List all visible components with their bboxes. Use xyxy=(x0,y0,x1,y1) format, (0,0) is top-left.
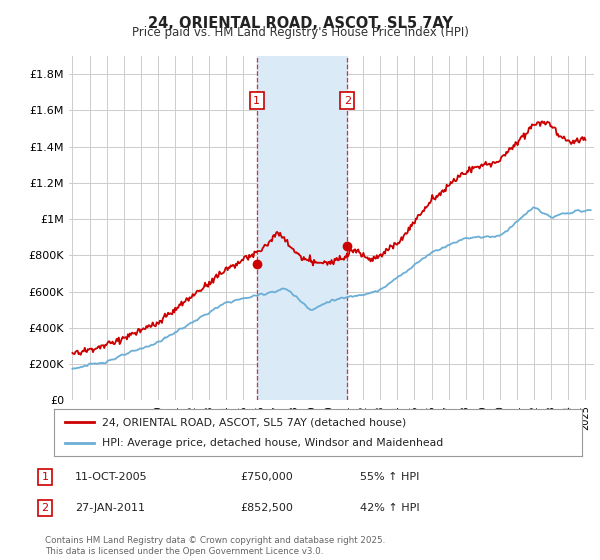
Text: 1: 1 xyxy=(41,472,49,482)
Text: Contains HM Land Registry data © Crown copyright and database right 2025.
This d: Contains HM Land Registry data © Crown c… xyxy=(45,536,385,556)
Text: 1: 1 xyxy=(253,96,260,106)
Text: 55% ↑ HPI: 55% ↑ HPI xyxy=(360,472,419,482)
Bar xyxy=(257,56,347,400)
Text: HPI: Average price, detached house, Windsor and Maidenhead: HPI: Average price, detached house, Wind… xyxy=(101,438,443,448)
Text: 2: 2 xyxy=(344,96,351,106)
Text: 42% ↑ HPI: 42% ↑ HPI xyxy=(360,503,419,513)
Text: 27-JAN-2011: 27-JAN-2011 xyxy=(75,503,145,513)
Text: 24, ORIENTAL ROAD, ASCOT, SL5 7AY: 24, ORIENTAL ROAD, ASCOT, SL5 7AY xyxy=(148,16,452,31)
Text: 11-OCT-2005: 11-OCT-2005 xyxy=(75,472,148,482)
Text: 2: 2 xyxy=(41,503,49,513)
Text: 24, ORIENTAL ROAD, ASCOT, SL5 7AY (detached house): 24, ORIENTAL ROAD, ASCOT, SL5 7AY (detac… xyxy=(101,417,406,427)
Text: £852,500: £852,500 xyxy=(240,503,293,513)
Text: Price paid vs. HM Land Registry's House Price Index (HPI): Price paid vs. HM Land Registry's House … xyxy=(131,26,469,39)
Text: £750,000: £750,000 xyxy=(240,472,293,482)
